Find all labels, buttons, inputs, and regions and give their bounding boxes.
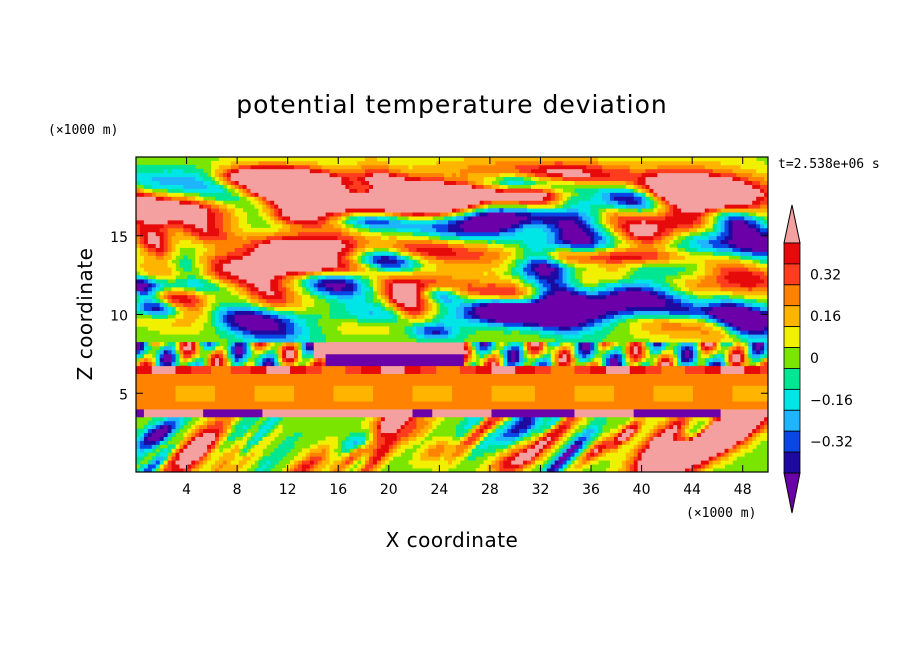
colorbar-extend-bottom: [783, 472, 801, 514]
heatmap-field: [136, 157, 768, 472]
y-tick-label: 10: [110, 309, 128, 325]
x-tick-label: 12: [279, 482, 297, 498]
colorbar-box: [783, 368, 801, 390]
x-tick-label: 32: [532, 482, 550, 498]
y-unit-label: (×1000 m): [48, 123, 118, 138]
colorbar-box: [783, 347, 801, 369]
colorbar: 0.32 0.16 0 −0.16 −0.32: [783, 204, 853, 514]
x-tick-label: 40: [633, 482, 651, 498]
colorbar-tick-label: 0.32: [810, 267, 841, 283]
x-tick-label: 8: [233, 482, 242, 498]
x-tick-label: 4: [182, 482, 191, 498]
colorbar-box: [783, 263, 801, 286]
colorbar-tick-label: −0.16: [810, 393, 853, 409]
y-tick-label: 15: [110, 230, 128, 246]
colorbar-tick-label: 0: [810, 351, 819, 367]
colorbar-extend-top: [783, 204, 801, 244]
colorbar-box: [783, 326, 801, 348]
colorbar-box: [783, 242, 801, 265]
chart-title: potential temperature deviation: [236, 90, 667, 119]
colorbar-tick-label: −0.32: [810, 435, 853, 451]
colorbar-tick-label: 0.16: [810, 309, 841, 325]
x-unit-label: (×1000 m): [686, 506, 756, 521]
colorbar-box: [783, 305, 801, 328]
colorbar-box: [783, 284, 801, 307]
x-tick-label: 48: [734, 482, 752, 498]
colorbar-box: [783, 409, 801, 432]
colorbar-box: [783, 430, 801, 453]
x-tick-label: 44: [683, 482, 701, 498]
x-tick-label: 36: [582, 482, 600, 498]
y-tick-label: 5: [119, 387, 128, 403]
x-tick-label: 16: [329, 482, 347, 498]
colorbar-box: [783, 388, 801, 411]
x-tick-label: 28: [481, 482, 499, 498]
colorbar-box: [783, 451, 801, 474]
x-axis: 4 8 12 16 20 24 28 32 36 40 44 48: [182, 157, 752, 498]
y-axis: 5 10 15: [110, 230, 768, 403]
y-axis-label: Z coordinate: [73, 248, 97, 381]
x-axis-label: X coordinate: [386, 528, 519, 552]
time-label: t=2.538e+06 s: [778, 157, 880, 172]
x-tick-label: 20: [380, 482, 398, 498]
x-tick-label: 24: [430, 482, 448, 498]
